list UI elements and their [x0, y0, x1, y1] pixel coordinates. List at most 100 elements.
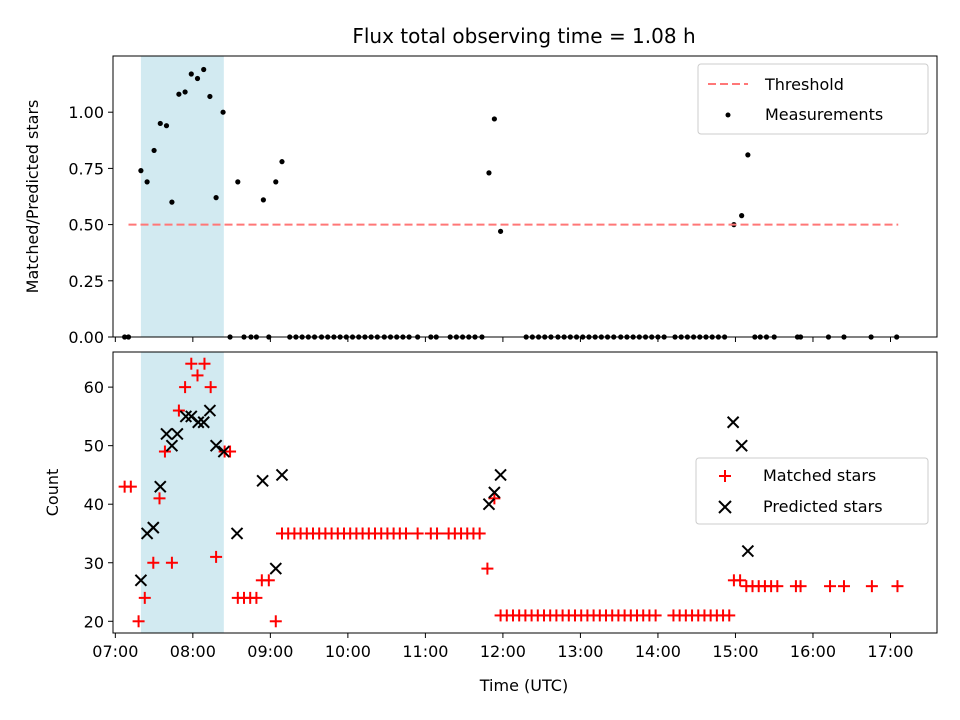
matched-point	[147, 556, 160, 569]
predicted-point	[154, 480, 167, 493]
predicted-point	[256, 474, 269, 487]
top-axes-frame	[112, 55, 938, 338]
measurement-point	[220, 109, 226, 115]
predicted-point	[197, 416, 210, 429]
predicted-point	[735, 439, 748, 452]
top-legend: Threshold Measurements	[697, 63, 929, 135]
matched-point	[153, 492, 166, 505]
matched-point	[179, 381, 192, 394]
predicted-point	[147, 521, 160, 534]
matched-point	[431, 527, 444, 540]
matched-point	[837, 580, 850, 593]
matched-point	[723, 609, 736, 622]
predicted-point	[209, 439, 223, 452]
predicted-point	[179, 410, 193, 423]
predicted-point	[203, 404, 217, 417]
predicted-point	[741, 544, 755, 558]
matched-point	[172, 404, 185, 417]
x-axis-label: Time (UTC)	[479, 676, 568, 695]
measurements-legend-label: Measurements	[765, 105, 883, 124]
matched-point	[198, 357, 211, 370]
threshold-legend-label: Threshold	[764, 75, 844, 94]
predicted-point	[269, 562, 282, 575]
measurement-point	[207, 93, 213, 100]
bottom-legend-box	[695, 457, 929, 525]
y-tick-label: 40	[84, 495, 104, 514]
measurement-point	[279, 159, 285, 165]
y-tick-label: 60	[84, 378, 104, 397]
measurement-point	[138, 168, 144, 174]
predicted-point	[494, 468, 507, 482]
predicted-point	[134, 574, 148, 587]
matched-point	[210, 550, 223, 563]
matched-point	[824, 580, 837, 593]
matched-point	[481, 562, 494, 575]
predicted-stars-series	[134, 404, 755, 587]
matched-point	[204, 381, 217, 394]
measurement-point	[739, 213, 745, 219]
x-tick-label: 09:00	[247, 642, 293, 661]
predicted-point	[230, 527, 244, 540]
x-tick-label: 10:00	[325, 642, 371, 661]
y-tick-label: 30	[84, 554, 104, 573]
y-tick-label: 1.00	[68, 103, 104, 122]
matched-point	[158, 445, 171, 458]
matched-point	[649, 609, 662, 622]
predicted-legend-swatch	[718, 500, 732, 514]
y-tick-label: 0.75	[68, 159, 104, 178]
predicted-point	[171, 427, 184, 441]
top-y-axis-label: Matched/Predicted stars	[23, 100, 42, 294]
top-y-axis: 0.00 0.25 0.50 0.75 1.00	[68, 103, 113, 347]
x-tick-label: 15:00	[712, 642, 758, 661]
matched-point	[165, 556, 178, 569]
x-tick-label: 08:00	[170, 642, 216, 661]
x-tick-label: 16:00	[790, 642, 836, 661]
matched-point	[411, 527, 424, 540]
matched-point	[224, 445, 237, 458]
matched-stars-series	[118, 357, 904, 628]
measurement-point	[151, 147, 157, 154]
measurement-point	[497, 228, 504, 234]
x-tick-label: 07:00	[92, 642, 138, 661]
predicted-point	[217, 445, 231, 458]
y-tick-label: 20	[84, 612, 104, 631]
matched-point	[138, 591, 151, 604]
matched-point	[250, 591, 263, 604]
measurement-point	[144, 179, 150, 185]
measurement-point	[194, 75, 201, 82]
x-tick-label: 11:00	[402, 642, 448, 661]
matched-point	[132, 615, 145, 628]
matched-point	[488, 492, 501, 505]
top-x-axis	[114, 337, 891, 342]
matched-point	[865, 580, 878, 593]
matched-point	[794, 580, 807, 593]
matched-legend-label: Matched stars	[763, 466, 876, 485]
x-tick-label: 14:00	[635, 642, 681, 661]
matched-point	[734, 574, 747, 587]
measurement-point	[260, 197, 266, 203]
predicted-point	[275, 468, 289, 482]
predicted-legend-label: Predicted stars	[763, 497, 883, 516]
y-tick-label: 0.25	[68, 272, 104, 291]
measurement-point	[182, 89, 188, 95]
measurement-point	[491, 116, 497, 122]
measurement-point	[188, 71, 194, 77]
x-tick-label: 13:00	[557, 642, 603, 661]
ratio-panel: 0.00 0.25 0.50 0.75 1.00 Matched/Predicted s…	[23, 55, 938, 347]
x-tick-label: 17:00	[867, 642, 913, 661]
matched-point	[185, 357, 198, 370]
predicted-point	[160, 427, 173, 441]
predicted-point	[192, 416, 205, 429]
matched-point	[269, 615, 282, 628]
y-tick-label: 0.00	[68, 328, 104, 347]
observing-window-span	[140, 56, 224, 337]
matched-point	[771, 580, 784, 593]
y-tick-label: 0.50	[68, 216, 104, 235]
matched-point	[124, 480, 137, 493]
matched-legend-swatch	[719, 470, 731, 482]
bottom-y-axis: 20 30 40 50 60	[84, 378, 113, 631]
predicted-point	[726, 416, 740, 429]
measurement-point	[745, 152, 751, 158]
bottom-y-axis-label: Count	[43, 469, 62, 517]
